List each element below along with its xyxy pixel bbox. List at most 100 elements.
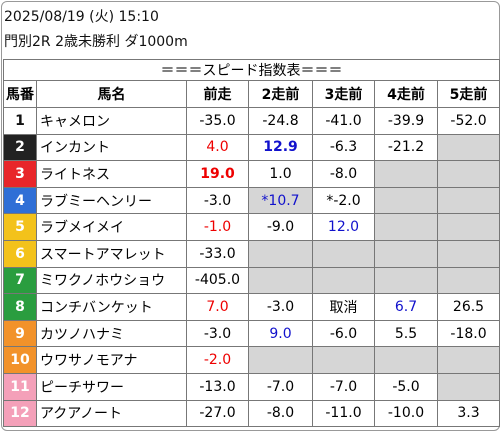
horse-number: 11 xyxy=(3,372,37,401)
table-row: 7 ミワクノホウショウ -405.0 xyxy=(3,266,501,295)
table-row: 12 アクアノート -27.0 -8.0 -11.0 -10.0 3.3 xyxy=(3,399,501,428)
horse-number: 8 xyxy=(3,293,37,321)
speed-index: -5.0 xyxy=(374,372,438,401)
horse-number: 3 xyxy=(3,160,37,188)
horse-name: コンチバンケット xyxy=(36,293,187,321)
speed-index: -18.0 xyxy=(436,319,501,348)
horse-number: 9 xyxy=(3,319,37,348)
empty-cell xyxy=(374,213,438,241)
horse-number: 5 xyxy=(3,213,37,241)
column-header: 馬番 xyxy=(3,80,37,108)
speed-index: 12.9 xyxy=(248,133,313,162)
speed-index: -7.0 xyxy=(312,372,375,401)
speed-index: -52.0 xyxy=(436,107,501,135)
speed-index: -2.0 xyxy=(186,346,249,374)
horse-number: 12 xyxy=(3,399,37,428)
horse-name: ラブメイメイ xyxy=(36,213,187,241)
column-header: 5走前 xyxy=(436,80,501,108)
speed-index: 5.5 xyxy=(374,319,438,348)
datetime: 2025/08/19 (火) 15:10 xyxy=(4,9,159,25)
empty-cell xyxy=(248,346,313,374)
empty-cell xyxy=(248,266,313,295)
table-row: 3 ライトネス 19.0 1.0 -8.0 xyxy=(3,160,501,188)
empty-cell xyxy=(436,239,501,268)
speed-index: -10.0 xyxy=(374,399,438,428)
empty-cell xyxy=(374,239,438,268)
horse-name: ミワクノホウショウ xyxy=(36,266,187,295)
column-header: 3走前 xyxy=(312,80,375,108)
speed-index: -33.0 xyxy=(186,239,249,268)
empty-cell xyxy=(436,372,501,401)
column-header: 前走 xyxy=(186,80,249,108)
empty-cell xyxy=(436,186,501,215)
empty-cell xyxy=(312,239,375,268)
speed-table: ＝＝＝スピード指数表＝＝＝ 馬番 馬名 前走 2走前 3走前 4走前 5走前 1 キャメロン -… xyxy=(2,59,501,428)
empty-cell xyxy=(436,213,501,241)
speed-index: -11.0 xyxy=(312,399,375,428)
table-row: 6 スマートアマレット -33.0 xyxy=(3,239,501,268)
speed-index: 19.0 xyxy=(186,160,249,188)
speed-index: -35.0 xyxy=(186,107,249,135)
horse-name: キャメロン xyxy=(36,107,187,135)
horse-number: 6 xyxy=(3,239,37,268)
speed-index: -41.0 xyxy=(312,107,375,135)
speed-index: -3.0 xyxy=(248,293,313,321)
speed-index: -13.0 xyxy=(186,372,249,401)
speed-index: -24.8 xyxy=(248,107,313,135)
speed-index: -27.0 xyxy=(186,399,249,428)
speed-index: -8.0 xyxy=(312,160,375,188)
table-row: 2 インカント 4.0 12.9 -6.3 -21.2 xyxy=(3,133,501,162)
horse-name: インカント xyxy=(36,133,187,162)
empty-cell xyxy=(312,346,375,374)
empty-cell xyxy=(312,266,375,295)
horse-name: アクアノート xyxy=(36,399,187,428)
speed-index: 7.0 xyxy=(186,293,249,321)
horse-number: 1 xyxy=(3,107,37,135)
speed-index: 取消 xyxy=(312,293,375,321)
horse-name: ラブミーヘンリー xyxy=(36,186,187,215)
speed-index: -7.0 xyxy=(248,372,313,401)
speed-index: -9.0 xyxy=(248,213,313,241)
horse-name: ピーチサワー xyxy=(36,372,187,401)
horse-number: 7 xyxy=(3,266,37,295)
horse-name: ウワサノモアナ xyxy=(36,346,187,374)
table-row: 11 ピーチサワー -13.0 -7.0 -7.0 -5.0 xyxy=(3,372,501,401)
column-header: 4走前 xyxy=(374,80,438,108)
table-row: 1 キャメロン -35.0 -24.8 -41.0 -39.9 -52.0 xyxy=(3,107,501,135)
table-row: 10 ウワサノモアナ -2.0 xyxy=(3,346,501,374)
speed-index: -21.2 xyxy=(374,133,438,162)
speed-index: -3.0 xyxy=(186,319,249,348)
speed-index: -8.0 xyxy=(248,399,313,428)
empty-cell xyxy=(436,133,501,162)
horse-number: 4 xyxy=(3,186,37,215)
speed-index: -39.9 xyxy=(374,107,438,135)
horse-number: 10 xyxy=(3,346,37,374)
table-row: 4 ラブミーヘンリー -3.0 *10.7 *-2.0 xyxy=(3,186,501,215)
speed-index: 1.0 xyxy=(248,160,313,188)
empty-cell xyxy=(248,239,313,268)
speed-index: -3.0 xyxy=(186,186,249,215)
column-header: 馬名 xyxy=(36,80,187,108)
table-row: 9 カツノハナミ -3.0 9.0 -6.0 5.5 -18.0 xyxy=(3,319,501,348)
horse-name: カツノハナミ xyxy=(36,319,187,348)
speed-index: 12.0 xyxy=(312,213,375,241)
empty-cell xyxy=(374,160,438,188)
horse-number: 2 xyxy=(3,133,37,162)
horse-name: スマートアマレット xyxy=(36,239,187,268)
race-info: 門別2R 2歳未勝利 ダ1000m xyxy=(4,34,188,50)
column-header: 2走前 xyxy=(248,80,313,108)
speed-index: 4.0 xyxy=(186,133,249,162)
speed-index: -405.0 xyxy=(186,266,249,295)
speed-index: -1.0 xyxy=(186,213,249,241)
table-row: 5 ラブメイメイ -1.0 -9.0 12.0 xyxy=(3,213,501,241)
speed-index: -6.0 xyxy=(312,319,375,348)
speed-index: *-2.0 xyxy=(312,186,375,215)
empty-cell xyxy=(374,266,438,295)
speed-index: 9.0 xyxy=(248,319,313,348)
speed-index: -6.3 xyxy=(312,133,375,162)
speed-index: *10.7 xyxy=(248,186,313,215)
empty-cell xyxy=(436,346,501,374)
speed-index: 6.7 xyxy=(374,293,438,321)
empty-cell xyxy=(374,186,438,215)
table-title: ＝＝＝スピード指数表＝＝＝ xyxy=(2,59,501,81)
